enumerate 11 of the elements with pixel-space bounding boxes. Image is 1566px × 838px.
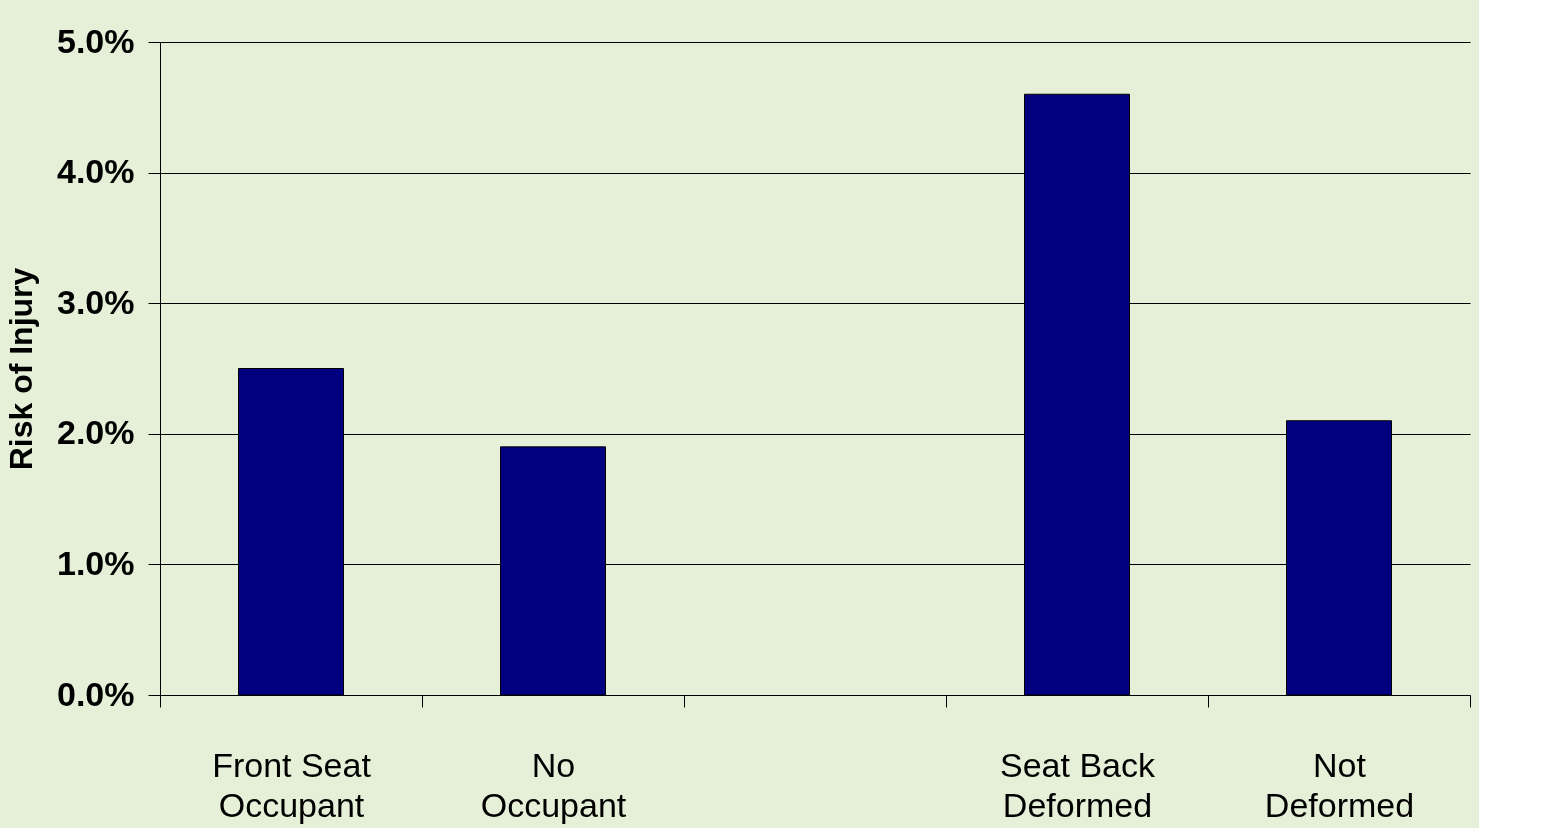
x-tick-label: Front Seat Occupant	[212, 745, 372, 824]
x-tick-label: Not Deformed	[1264, 745, 1415, 824]
y-tick-label: 1.0%	[57, 543, 135, 582]
y-tick-label: 4.0%	[57, 152, 135, 191]
x-tick-label: Seat Back Deformed	[1000, 745, 1156, 824]
y-tick-label: 0.0%	[57, 674, 135, 713]
y-axis-title: Risk of Injury	[3, 267, 39, 471]
y-tick-label: 2.0%	[57, 413, 135, 452]
y-tick-label: 3.0%	[57, 282, 135, 321]
y-tick-label: 5.0%	[57, 21, 135, 60]
x-tick-label: No Occupant	[480, 745, 627, 824]
